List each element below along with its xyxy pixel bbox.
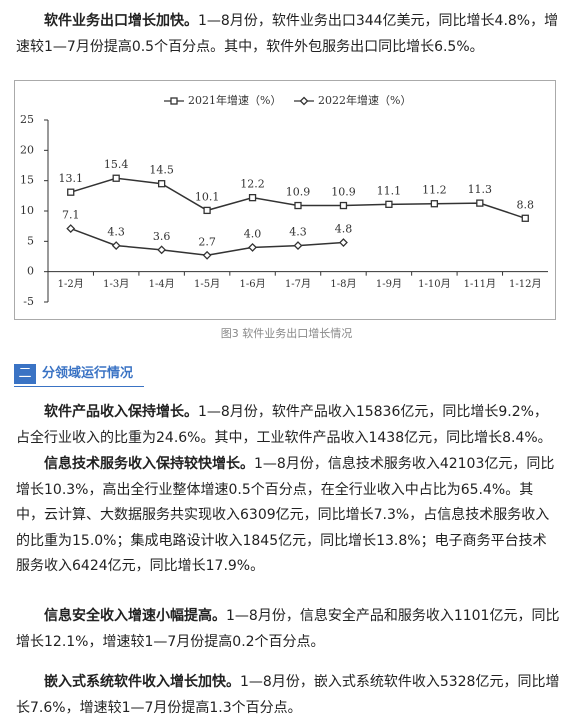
point: [294, 201, 302, 210]
paragraph-text: 1—8月份，信息技术服务收入42103亿元，同比增长10.3%，高出全行业整体增…: [16, 456, 555, 574]
legend-label: 2021年增速（%）: [188, 93, 281, 107]
section-title: 分领域运行情况: [42, 366, 134, 381]
point: [248, 242, 257, 252]
paragraph: 软件业务出口增长加快。1—8月份，软件业务出口344亿美元，同比增长4.8%，增…: [16, 9, 560, 60]
x-tick-label: 1-4月: [149, 278, 175, 290]
section-header: 二 分领域运行情况: [14, 364, 144, 387]
chart-frame: [14, 80, 556, 320]
x-tick-label: 1-10月: [418, 278, 450, 290]
point: [385, 200, 393, 208]
y-tick-label: 5: [27, 234, 34, 247]
data-label: 11.3: [468, 183, 493, 196]
data-label: 4.8: [335, 223, 353, 236]
data-label: 7.1: [62, 209, 80, 222]
x-tick-label: 1-11月: [464, 278, 496, 290]
data-label: 14.5: [149, 164, 174, 177]
x-tick-label: 1-2月: [58, 278, 84, 290]
x-tick-label: 1-8月: [330, 278, 356, 290]
data-label: 13.1: [58, 172, 83, 185]
point: [112, 174, 120, 182]
point: [203, 206, 211, 215]
paragraph: 信息技术服务收入保持较快增长。1—8月份，信息技术服务收入42103亿元，同比增…: [16, 452, 560, 580]
point: [67, 188, 75, 196]
paragraph-lead: 信息技术服务收入保持较快增长。: [44, 456, 254, 472]
y-tick-label: 25: [20, 113, 34, 126]
paragraph: 嵌入式系统软件收入增长加快。1—8月份，嵌入式系统软件收入5328亿元，同比增长…: [16, 670, 560, 721]
paragraph-lead: 软件业务出口增长加快。: [44, 13, 198, 29]
point: [293, 241, 303, 250]
data-label: 10.1: [195, 190, 220, 203]
data-label: 15.4: [104, 158, 129, 171]
data-label: 11.1: [377, 184, 402, 197]
data-label: 4.0: [244, 227, 262, 240]
data-label: 10.9: [286, 186, 311, 199]
figure-caption: 图3 软件业务出口增长情况: [220, 327, 353, 340]
x-tick-label: 1-7月: [285, 278, 311, 290]
point: [339, 201, 348, 210]
y-tick-label: 20: [20, 143, 34, 156]
y-tick-label: -5: [23, 295, 34, 308]
paragraph-text: 1—8月份，信息安全产品和服务收入1101亿元，同比增长12.1%，增速较1—7…: [16, 608, 560, 650]
point: [157, 245, 167, 255]
x-tick-label: 1-5月: [194, 278, 220, 290]
paragraph-lead: 软件产品收入保持增长。: [44, 404, 198, 420]
x-tick-label: 1-6月: [239, 278, 265, 290]
point: [170, 97, 178, 105]
data-label: 2.7: [198, 235, 216, 248]
y-tick-label: 0: [27, 265, 34, 278]
data-label: 3.6: [153, 230, 171, 243]
data-label: 4.3: [289, 226, 307, 239]
data-label: 12.2: [240, 178, 265, 191]
point: [66, 224, 76, 234]
data-label: 8.8: [517, 198, 535, 211]
point: [111, 241, 121, 250]
paragraph: 软件产品收入保持增长。1—8月份，软件产品收入15836亿元，同比增长9.2%，…: [16, 400, 560, 451]
paragraph-text: 1—8月份，软件业务出口344亿美元，同比增长4.8%，增速较1—7月份提高0.…: [16, 13, 559, 55]
point: [476, 199, 484, 207]
data-label: 10.9: [331, 186, 356, 199]
paragraph-lead: 嵌入式系统软件收入增长加快。: [44, 674, 240, 690]
y-tick-label: 15: [20, 174, 34, 187]
data-label: 4.3: [107, 226, 125, 239]
point: [248, 194, 257, 202]
paragraph: 信息安全收入增速小幅提高。1—8月份，信息安全产品和服务收入1101亿元，同比增…: [16, 604, 560, 655]
legend-label: 2022年增速（%）: [318, 93, 411, 107]
paragraph-lead: 信息安全收入增速小幅提高。: [44, 608, 226, 624]
point: [202, 250, 212, 260]
chart: -5 0 5 10 15 20 25 1-2月 1-3月 1-4月 1-5月 1-6月 1-7月 1-8月…: [14, 80, 556, 320]
point: [521, 214, 529, 222]
y-tick-label: 10: [20, 204, 34, 217]
paragraph-text: 1—8月份，软件产品收入15836亿元，同比增长9.2%，占全行业收入的比重为2…: [16, 404, 552, 446]
x-tick-label: 1-12月: [509, 278, 541, 290]
x-tick-label: 1-9月: [376, 278, 402, 290]
x-tick-label: 1-3月: [103, 278, 129, 290]
point: [430, 200, 439, 208]
point: [299, 96, 309, 106]
data-label: 11.2: [422, 184, 447, 197]
point: [157, 180, 166, 188]
section-number: 二: [14, 364, 36, 384]
paragraph-text: 1—8月份，嵌入式系统软件收入5328亿元，同比增长7.6%，增速较1—7月份提…: [16, 674, 560, 716]
point: [339, 238, 348, 247]
